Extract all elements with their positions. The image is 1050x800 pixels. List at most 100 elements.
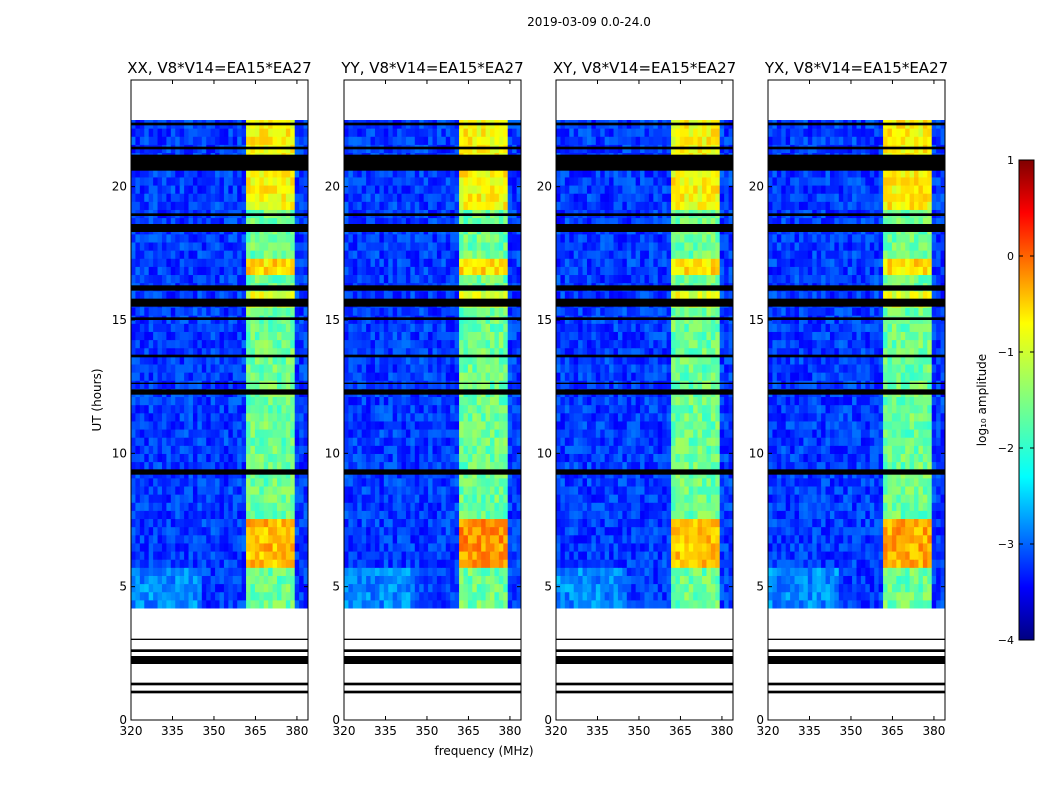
heatmap-cell bbox=[472, 128, 478, 137]
heatmap-cell bbox=[237, 307, 243, 316]
heatmap-cell bbox=[361, 396, 367, 406]
heatmap-cell bbox=[246, 437, 251, 446]
heatmap-cell bbox=[498, 477, 504, 487]
heatmap-cell bbox=[507, 502, 513, 511]
heatmap-cell bbox=[481, 176, 487, 186]
heatmap-cell bbox=[383, 217, 389, 227]
heatmap-cell bbox=[357, 429, 363, 438]
heatmap-cell bbox=[512, 380, 518, 389]
heatmap-cell bbox=[184, 242, 190, 251]
heatmap-cell bbox=[352, 290, 358, 300]
heatmap-cell bbox=[366, 128, 372, 137]
heatmap-cell bbox=[454, 599, 460, 609]
heatmap-cell bbox=[259, 372, 265, 381]
heatmap-cell bbox=[219, 339, 225, 349]
heatmap-cell bbox=[494, 307, 500, 316]
heatmap-cell bbox=[490, 323, 495, 332]
heatmap-cell bbox=[498, 201, 504, 210]
heatmap-cell bbox=[498, 599, 504, 609]
heatmap-cell bbox=[344, 193, 349, 202]
heatmap-cell bbox=[503, 599, 509, 609]
heatmap-cell bbox=[494, 412, 500, 422]
heatmap-cell bbox=[392, 575, 398, 585]
heatmap-cell bbox=[148, 429, 154, 438]
heatmap-cell bbox=[379, 323, 385, 332]
heatmap-cell bbox=[494, 461, 500, 471]
heatmap-cell bbox=[361, 168, 367, 178]
heatmap-cell bbox=[290, 526, 296, 536]
heatmap-cell bbox=[481, 355, 487, 365]
heatmap-cell bbox=[348, 575, 354, 585]
heatmap-cell bbox=[153, 445, 159, 454]
heatmap-cell bbox=[490, 258, 495, 267]
heatmap-cell bbox=[485, 461, 491, 471]
heatmap-cell bbox=[241, 445, 247, 454]
heatmap-cell bbox=[441, 559, 447, 568]
heatmap-cell bbox=[454, 461, 460, 471]
heatmap-cell bbox=[192, 233, 198, 243]
heatmap-cell bbox=[405, 551, 411, 560]
heatmap-cell bbox=[374, 290, 380, 300]
heatmap-cell bbox=[161, 486, 167, 495]
heatmap-cell bbox=[285, 486, 291, 495]
heatmap-cell bbox=[241, 453, 247, 463]
heatmap-cell bbox=[512, 128, 518, 137]
heatmap-cell bbox=[467, 494, 473, 503]
heatmap-cell bbox=[569, 591, 575, 601]
heatmap-cell bbox=[392, 599, 398, 609]
heatmap-cell bbox=[644, 599, 650, 609]
heatmap-cell bbox=[148, 128, 154, 137]
heatmap-cell bbox=[379, 347, 385, 357]
heatmap-cell bbox=[388, 453, 394, 463]
heatmap-cell bbox=[272, 591, 278, 601]
heatmap-cell bbox=[254, 347, 260, 357]
heatmap-cell bbox=[254, 372, 260, 381]
heatmap-cell bbox=[175, 339, 181, 349]
heatmap-cell bbox=[591, 599, 597, 609]
heatmap-cell bbox=[503, 534, 509, 544]
heatmap-cell bbox=[250, 201, 256, 210]
heatmap-cell bbox=[201, 551, 207, 560]
heatmap-cell bbox=[188, 307, 194, 316]
heatmap-cell bbox=[494, 168, 500, 178]
heatmap-cell bbox=[494, 372, 500, 381]
heatmap-cell bbox=[268, 420, 274, 430]
heatmap-cell bbox=[246, 364, 251, 373]
heatmap-cell bbox=[281, 274, 287, 284]
heatmap-cell bbox=[370, 453, 376, 463]
heatmap-cell bbox=[219, 250, 225, 259]
heatmap-cell bbox=[352, 396, 358, 406]
heatmap-cell bbox=[277, 559, 282, 568]
heatmap-cell bbox=[219, 477, 225, 487]
heatmap-cell bbox=[268, 266, 274, 276]
heatmap-cell bbox=[272, 445, 278, 454]
heatmap-cell bbox=[135, 250, 141, 259]
heatmap-cell bbox=[144, 193, 150, 202]
heatmap-cell bbox=[197, 380, 203, 389]
heatmap-cell bbox=[679, 591, 685, 601]
heatmap-cell bbox=[370, 266, 376, 276]
heatmap-cell bbox=[170, 242, 176, 251]
heatmap-cell bbox=[388, 136, 394, 145]
heatmap-cell bbox=[436, 510, 442, 520]
heatmap-cell bbox=[507, 583, 513, 593]
heatmap-cell bbox=[370, 201, 376, 210]
heatmap-cell bbox=[170, 429, 176, 438]
heatmap-cell bbox=[450, 128, 456, 137]
heatmap-cell bbox=[153, 193, 159, 202]
heatmap-cell bbox=[388, 307, 394, 316]
heatmap-cell bbox=[432, 380, 438, 389]
heatmap-cell bbox=[139, 542, 145, 552]
heatmap-cell bbox=[197, 339, 203, 349]
heatmap-cell bbox=[401, 559, 407, 568]
heatmap-cell bbox=[210, 331, 216, 341]
flagged-interval bbox=[344, 682, 521, 686]
heatmap-cell bbox=[299, 242, 305, 251]
heatmap-cell bbox=[131, 445, 136, 454]
heatmap-cell bbox=[294, 404, 300, 414]
heatmap-cell bbox=[148, 477, 154, 487]
heatmap-cell bbox=[432, 168, 438, 178]
heatmap-cell bbox=[232, 339, 238, 349]
heatmap-cell bbox=[153, 136, 159, 145]
heatmap-cell bbox=[507, 250, 513, 259]
